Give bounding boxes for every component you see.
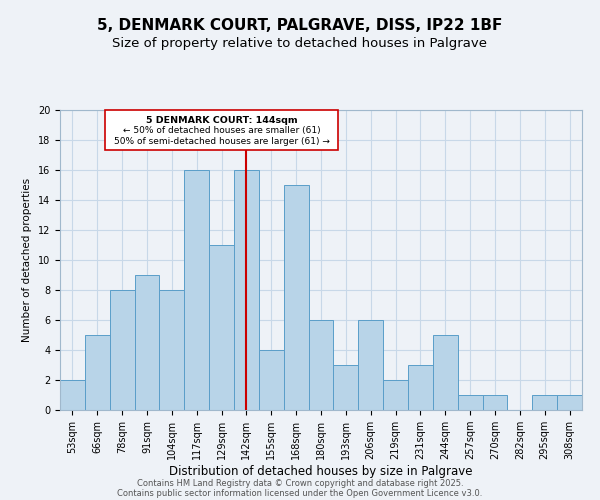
Text: 5 DENMARK COURT: 144sqm: 5 DENMARK COURT: 144sqm xyxy=(146,116,298,125)
Bar xyxy=(160,290,184,410)
Bar xyxy=(110,290,134,410)
Bar xyxy=(284,185,308,410)
Bar xyxy=(234,170,259,410)
Text: 5, DENMARK COURT, PALGRAVE, DISS, IP22 1BF: 5, DENMARK COURT, PALGRAVE, DISS, IP22 1… xyxy=(97,18,503,32)
Bar xyxy=(358,320,383,410)
Bar xyxy=(482,395,508,410)
FancyBboxPatch shape xyxy=(105,110,338,150)
Bar xyxy=(209,245,234,410)
Bar xyxy=(134,275,160,410)
Bar xyxy=(458,395,482,410)
Bar xyxy=(334,365,358,410)
Bar xyxy=(60,380,85,410)
Text: Contains public sector information licensed under the Open Government Licence v3: Contains public sector information licen… xyxy=(118,488,482,498)
Bar xyxy=(433,335,458,410)
Bar xyxy=(383,380,408,410)
Text: 50% of semi-detached houses are larger (61) →: 50% of semi-detached houses are larger (… xyxy=(113,137,329,146)
Bar xyxy=(532,395,557,410)
Text: Size of property relative to detached houses in Palgrave: Size of property relative to detached ho… xyxy=(113,38,487,51)
Bar xyxy=(308,320,334,410)
Bar xyxy=(184,170,209,410)
Text: ← 50% of detached houses are smaller (61): ← 50% of detached houses are smaller (61… xyxy=(123,126,320,136)
X-axis label: Distribution of detached houses by size in Palgrave: Distribution of detached houses by size … xyxy=(169,465,473,478)
Bar xyxy=(408,365,433,410)
Y-axis label: Number of detached properties: Number of detached properties xyxy=(22,178,32,342)
Bar xyxy=(557,395,582,410)
Bar xyxy=(85,335,110,410)
Text: Contains HM Land Registry data © Crown copyright and database right 2025.: Contains HM Land Registry data © Crown c… xyxy=(137,478,463,488)
Bar xyxy=(259,350,284,410)
